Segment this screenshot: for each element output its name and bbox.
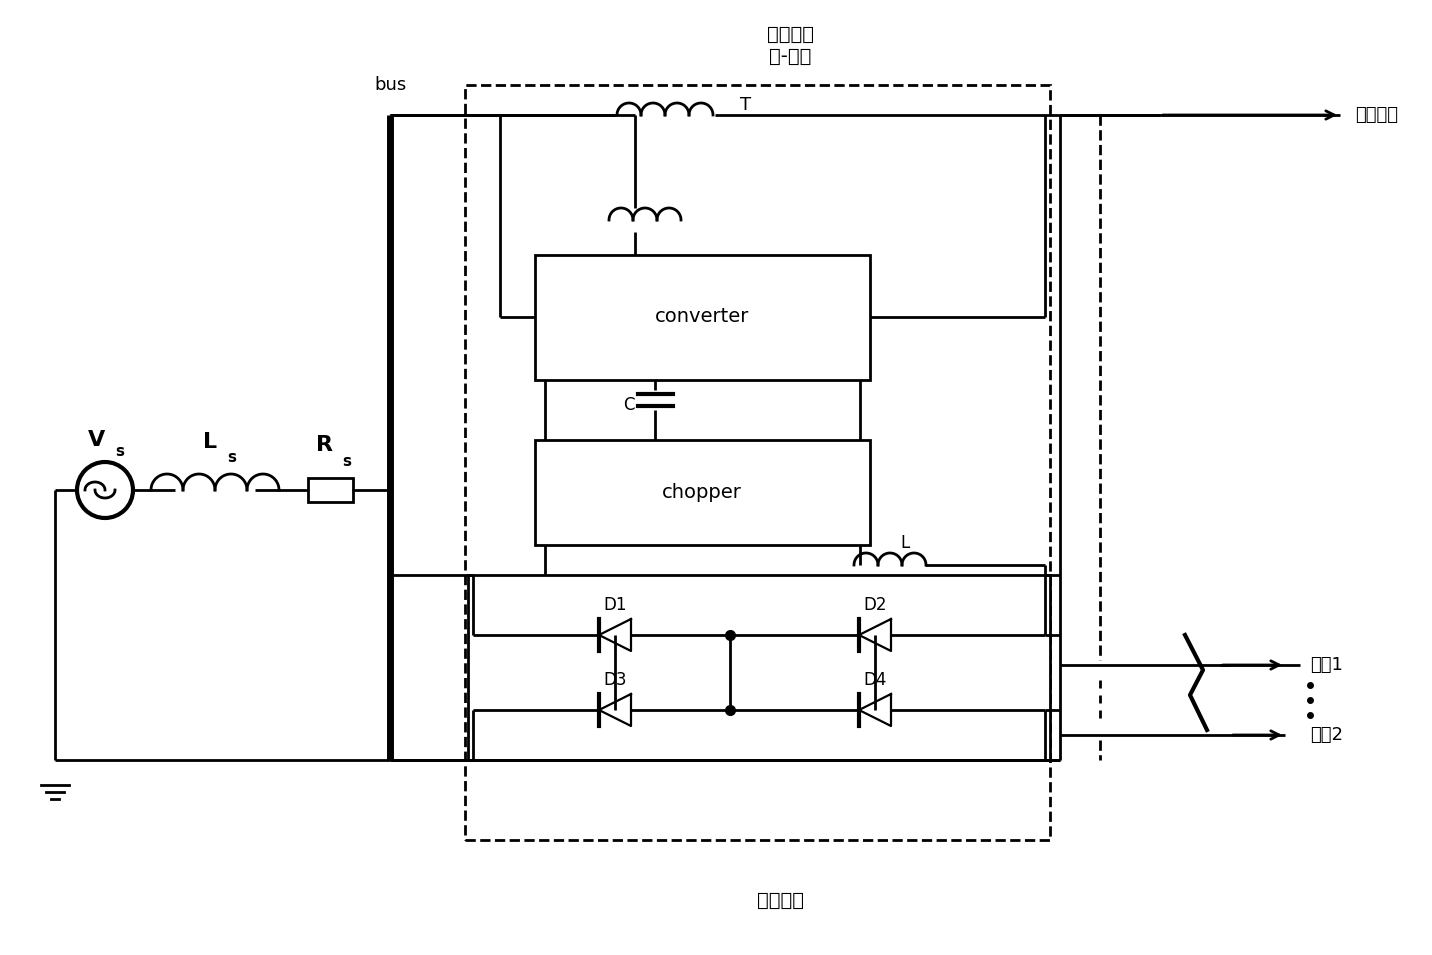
Bar [468, 575, 1050, 760]
Text: 桥路型限
流-储能: 桥路型限 流-储能 [766, 25, 813, 66]
Text: T: T [740, 96, 752, 114]
Text: s: s [115, 444, 125, 459]
Bar [536, 255, 871, 380]
Polygon shape [599, 619, 632, 651]
Text: 普通负载: 普通负载 [756, 890, 803, 909]
Text: V: V [89, 430, 106, 450]
Text: 馈线2: 馈线2 [1310, 726, 1343, 744]
Text: s: s [342, 454, 351, 469]
Bar [536, 440, 871, 545]
Bar [465, 85, 1050, 840]
Text: s: s [228, 451, 236, 465]
Polygon shape [599, 694, 632, 726]
Text: D1: D1 [603, 596, 627, 614]
Text: C: C [623, 396, 634, 414]
Polygon shape [859, 694, 891, 726]
Text: D4: D4 [863, 671, 886, 689]
Polygon shape [859, 619, 891, 651]
Text: D3: D3 [603, 671, 627, 689]
Text: bus: bus [374, 76, 407, 94]
Text: 敏感负载: 敏感负载 [1355, 106, 1398, 124]
Text: 馈线1: 馈线1 [1310, 656, 1343, 674]
Bar [308, 478, 354, 502]
Text: D2: D2 [863, 596, 886, 614]
Text: R: R [316, 435, 334, 455]
Text: L: L [899, 534, 909, 552]
Text: converter: converter [654, 308, 749, 327]
Text: chopper: chopper [662, 482, 742, 501]
Text: L: L [203, 432, 218, 452]
